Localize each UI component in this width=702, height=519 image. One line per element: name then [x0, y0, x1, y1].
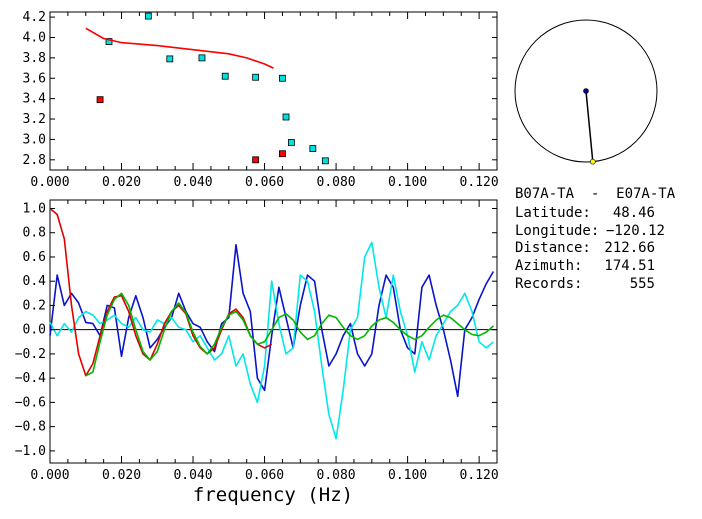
correlation-x-tick-label: 0.060 — [245, 468, 284, 483]
velocity-x-tick-label: 0.000 — [30, 175, 69, 190]
correlation-plot-frame — [49, 199, 498, 464]
velocity-plot-frame — [49, 11, 498, 171]
azimuth-value: 174.51 — [604, 258, 655, 274]
correlation-marks — [49, 207, 497, 440]
azimuth-label: Azimuth: — [515, 258, 582, 274]
records-label: Records: — [515, 276, 582, 292]
velocity-y-ticks: 2.8 3.0 3.2 3.4 3.6 3.8 4.0 4.2 — [23, 10, 497, 168]
correlation-y-tick-label: −0.6 — [15, 395, 46, 410]
velocity-point — [166, 55, 174, 63]
latitude-value: 48.46 — [613, 205, 655, 221]
distance-value: 212.66 — [604, 240, 655, 256]
velocity-x-tick-label: 0.080 — [317, 175, 356, 190]
velocity-x-tick-label: 0.120 — [460, 175, 499, 190]
correlation-x-tick-label: 0.100 — [388, 468, 427, 483]
correlation-y-tick-label: 0.6 — [23, 250, 46, 265]
correlation-y-ticks: 1.0 0.8 0.6 0.4 0.2 0.0 −0.2 −0.4 −0.6 −0.8 −1.0 — [15, 201, 497, 459]
velocity-x-tick-label: 0.020 — [102, 175, 141, 190]
velocity-y-tick-label: 2.8 — [23, 153, 46, 168]
correlation-y-tick-label: −0.2 — [15, 347, 46, 362]
velocity-x-tick-label: 0.060 — [245, 175, 284, 190]
records-value: 555 — [630, 276, 655, 292]
correlation-y-tick-label: −1.0 — [15, 444, 46, 459]
velocity-point — [144, 12, 152, 20]
azimuth-diagram — [514, 19, 658, 165]
correlation-y-tick-label: 1.0 — [23, 201, 46, 216]
velocity-point — [282, 113, 290, 121]
correlation-y-tick-label: 0.4 — [23, 274, 47, 289]
velocity-marks — [85, 12, 329, 165]
velocity-point — [287, 139, 295, 146]
azimuth-circle — [514, 19, 658, 163]
distance-label: Distance: — [515, 240, 591, 256]
velocity-x-tick-label: 0.100 — [388, 175, 427, 190]
azimuth-line — [585, 90, 594, 162]
velocity-y-tick-label: 3.8 — [23, 51, 46, 66]
station-info: B07A-TA - E07A-TA Latitude: 48.46 Longit… — [515, 186, 676, 292]
velocity-x-ticks: 0.000 0.020 0.040 0.060 0.080 0.100 0.120 — [30, 12, 499, 190]
correlation-series-line-3 — [85, 292, 494, 377]
velocity-point — [279, 150, 286, 158]
correlation-y-tick-label: −0.8 — [15, 420, 46, 435]
velocity-point — [279, 74, 286, 82]
velocity-point — [105, 38, 113, 45]
correlation-series-line-0 — [49, 244, 495, 398]
velocity-y-tick-label: 3.4 — [23, 92, 47, 107]
velocity-y-tick-label: 3.2 — [23, 112, 46, 127]
azimuth-end-marker — [589, 158, 596, 165]
latitude-label: Latitude: — [515, 205, 591, 221]
correlation-x-tick-label: 0.020 — [102, 468, 141, 483]
correlation-x-tick-label: 0.080 — [317, 468, 356, 483]
correlation-series-line-2 — [49, 207, 273, 377]
station-pair-title: B07A-TA - E07A-TA — [515, 186, 676, 202]
correlation-x-tick-label: 0.000 — [30, 468, 69, 483]
correlation-panel: 1.0 0.8 0.6 0.4 0.2 0.0 −0.2 −0.4 −0.6 −0.8 −1.0 0… — [15, 199, 499, 506]
x-axis-title: frequency (Hz) — [193, 484, 353, 506]
correlation-series-line-1 — [49, 241, 494, 440]
velocity-x-tick-label: 0.040 — [173, 175, 212, 190]
longitude-label: Longitude: — [515, 223, 599, 239]
velocity-series-line-2 — [85, 27, 274, 69]
velocity-y-tick-label: 3.0 — [23, 132, 46, 147]
velocity-point — [321, 157, 329, 165]
correlation-x-tick-label: 0.040 — [173, 468, 212, 483]
longitude-value: −120.12 — [606, 223, 665, 239]
velocity-panel: 2.8 3.0 3.2 3.4 3.6 3.8 4.0 4.2 0.000 0.020 0.040… — [23, 10, 499, 190]
correlation-y-tick-label: 0.2 — [23, 298, 46, 313]
velocity-point — [221, 72, 229, 80]
velocity-point — [252, 156, 260, 164]
velocity-y-tick-label: 3.6 — [23, 71, 46, 86]
correlation-x-tick-label: 0.120 — [460, 468, 499, 483]
velocity-point — [96, 96, 104, 104]
station-center-marker — [583, 88, 589, 94]
correlation-y-tick-label: 0.8 — [23, 226, 46, 241]
correlation-y-tick-label: 0.0 — [23, 323, 46, 338]
velocity-point — [198, 54, 206, 62]
velocity-y-tick-label: 4.0 — [23, 30, 46, 45]
velocity-point — [309, 145, 317, 152]
correlation-x-ticks: 0.000 0.020 0.040 0.060 0.080 0.100 0.120 — [30, 200, 499, 483]
correlation-y-tick-label: −0.4 — [15, 371, 46, 386]
velocity-y-tick-label: 4.2 — [23, 10, 46, 25]
velocity-point — [252, 73, 260, 81]
